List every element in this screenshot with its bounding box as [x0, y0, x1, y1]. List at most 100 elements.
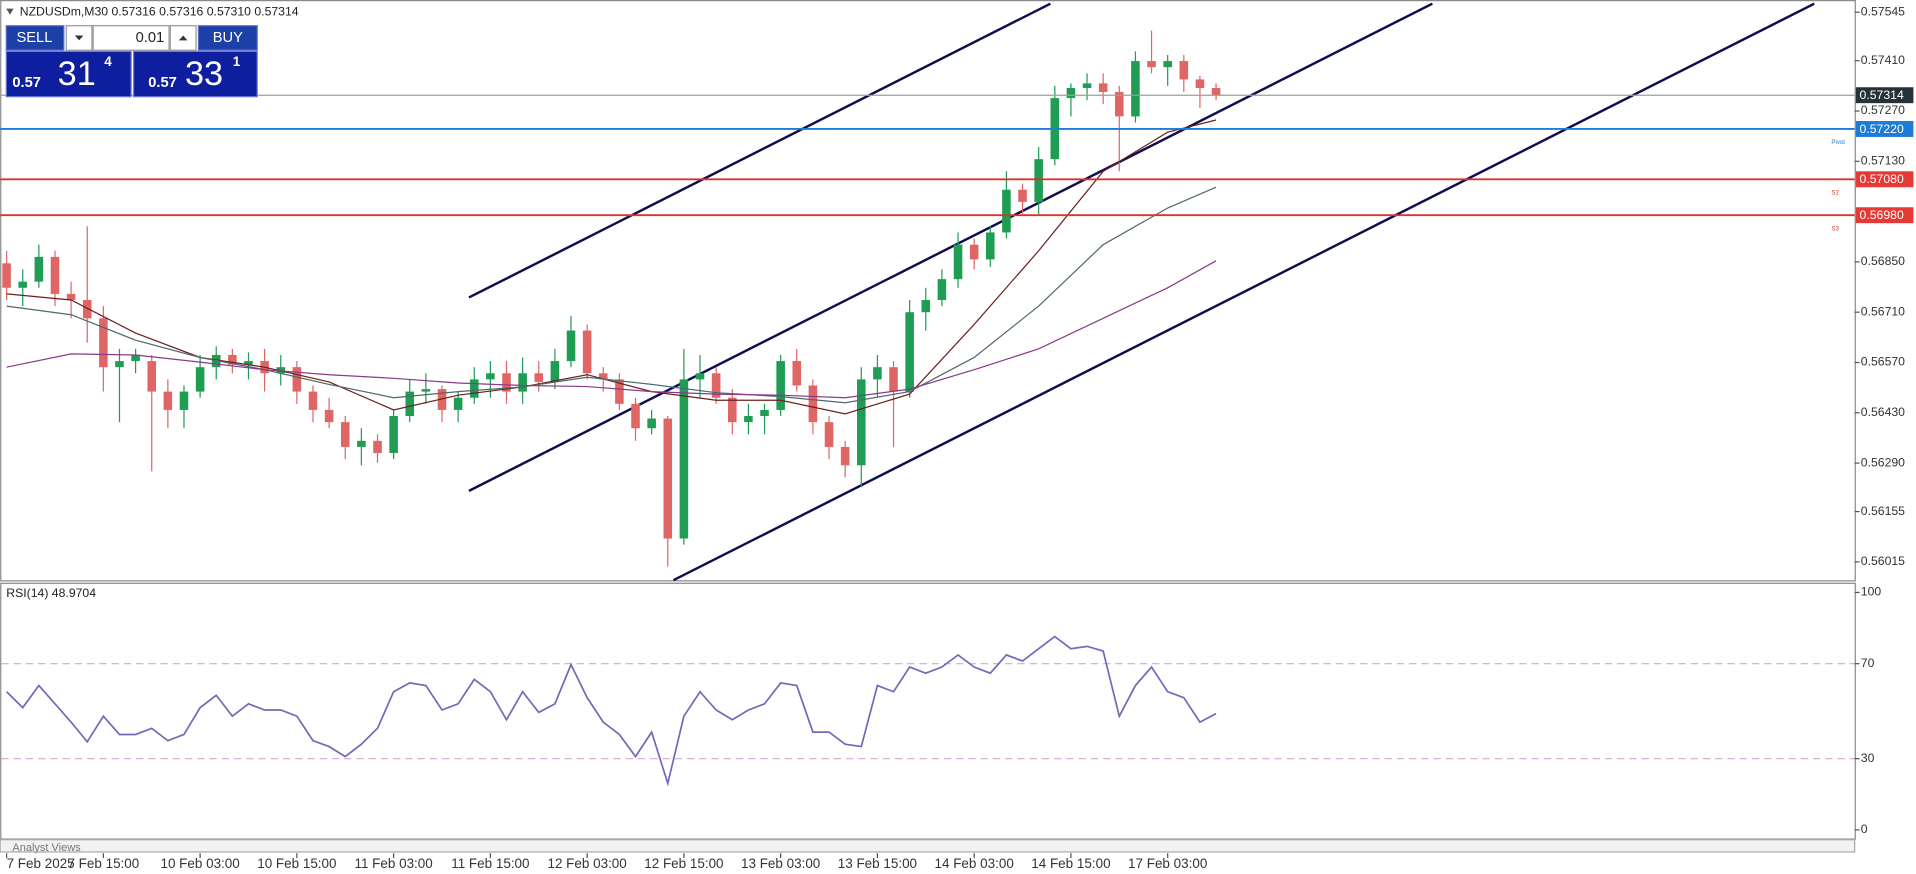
candle-body — [1018, 189, 1027, 202]
x-tick-label: 12 Feb 03:00 — [547, 856, 626, 871]
level-name: S2 — [1831, 189, 1839, 196]
level-price-label: 0.57080 — [1860, 172, 1904, 186]
candle-body — [1163, 61, 1172, 68]
candle-body — [566, 330, 576, 362]
candle-body — [1147, 61, 1156, 68]
footer-tab-bar — [0, 839, 1856, 853]
channel-line-upper — [468, 2, 1051, 299]
candle-body — [405, 391, 415, 417]
y-tick-label: 0.56155 — [1861, 504, 1905, 518]
x-tick-label: 13 Feb 03:00 — [741, 856, 820, 871]
candle-body — [502, 373, 511, 392]
rsi-line — [5, 635, 1217, 787]
candle-body — [615, 379, 624, 404]
level-price-label: 0.57314 — [1860, 88, 1904, 102]
x-tick-label: 7 Feb 2025 — [7, 856, 75, 871]
y-tick-label: 0.57270 — [1861, 103, 1905, 117]
candle-body — [18, 281, 28, 288]
level-name: S3 — [1831, 225, 1839, 232]
ask-main: 33 — [185, 55, 223, 93]
candle-body — [550, 361, 560, 382]
candle-body — [147, 361, 157, 392]
x-tick-label: 17 Feb 03:00 — [1128, 856, 1207, 871]
candle-body — [1034, 159, 1043, 202]
candle-body — [292, 367, 302, 392]
ask-box[interactable] — [132, 50, 258, 98]
candle-body — [389, 416, 398, 454]
candle-body — [663, 418, 673, 539]
candle-body — [373, 440, 382, 454]
candle-body — [228, 354, 237, 365]
candle-body — [163, 391, 173, 410]
footer-tab[interactable]: Analyst Views — [12, 842, 81, 854]
bid-box[interactable] — [5, 50, 132, 98]
candle-body — [131, 354, 140, 362]
x-tick-label: 10 Feb 03:00 — [160, 856, 239, 871]
candle-body — [582, 330, 592, 374]
candle-body — [1179, 61, 1189, 80]
candle-body — [986, 232, 995, 260]
candle-body — [324, 409, 334, 423]
x-tick-label: 11 Feb 15:00 — [451, 856, 529, 871]
candle-body — [760, 409, 769, 417]
candle-body — [66, 293, 76, 300]
sell-button[interactable] — [5, 25, 65, 51]
candle-body — [695, 373, 705, 380]
candle-body — [99, 318, 108, 368]
candle-body — [469, 379, 479, 398]
candle-body — [937, 279, 947, 300]
sell-label[interactable]: SELL — [16, 30, 52, 46]
volume-down-arrow — [74, 35, 84, 41]
candle-body — [50, 256, 60, 294]
price-panel-border — [0, 0, 1856, 582]
plot-layer: Pivot S2 S3 RSI(14) 48.9704 — [0, 30, 1855, 787]
candle-body — [631, 403, 640, 429]
candle-body — [873, 367, 882, 380]
candle-body — [179, 391, 189, 410]
y-tick-label: 100 — [1861, 585, 1882, 599]
y-tick-label: 0.56710 — [1861, 304, 1905, 318]
y-tick-label: 0.57545 — [1861, 4, 1905, 18]
y-tick-label: 0.57130 — [1861, 154, 1905, 168]
candle-body — [357, 440, 366, 447]
header-icon[interactable] — [6, 8, 14, 15]
volume-up-arrow — [178, 35, 188, 41]
candle-body — [518, 373, 527, 392]
y-tick-label: 30 — [1861, 751, 1875, 765]
header-title: NZDUSDm,M30 0.57316 0.57316 0.57310 0.57… — [20, 4, 299, 18]
candle-body — [534, 373, 544, 382]
y-tick-label: 0.56015 — [1861, 554, 1905, 568]
channel-line-middle — [468, 2, 1433, 492]
x-tick-label: 14 Feb 03:00 — [935, 856, 1014, 871]
candle-body — [792, 361, 802, 386]
bid-big: 0.57 — [12, 75, 41, 91]
level-price-box — [1855, 171, 1914, 188]
candle-body — [115, 361, 124, 368]
volume-input[interactable] — [92, 25, 170, 51]
candle-body — [921, 299, 931, 313]
buy-label[interactable]: BUY — [213, 30, 243, 46]
candle-body — [2, 263, 11, 288]
candle-body — [276, 367, 286, 374]
x-tick-label: 14 Feb 15:00 — [1031, 856, 1110, 871]
buy-button[interactable] — [197, 25, 258, 51]
candle-body — [808, 385, 818, 423]
candle-body — [308, 391, 318, 410]
y-tick-label: 0.56570 — [1861, 355, 1905, 369]
level-price-box — [1855, 121, 1914, 137]
bid-main: 31 — [58, 55, 96, 93]
x-tick-label: 13 Feb 15:00 — [838, 856, 917, 871]
y-tick-label: 0.56430 — [1861, 405, 1905, 419]
candle-body — [905, 312, 914, 392]
volume-value[interactable]: 0.01 — [136, 30, 165, 46]
candle-body — [1211, 88, 1221, 96]
level-price-box — [1855, 207, 1914, 224]
y-tick-label: 0.56290 — [1861, 455, 1905, 469]
candle-body — [953, 244, 963, 280]
candle-body — [195, 367, 205, 392]
candle-body — [340, 422, 350, 447]
candle-body — [34, 256, 44, 282]
candle-body — [679, 379, 689, 539]
moving-average — [6, 260, 1217, 399]
